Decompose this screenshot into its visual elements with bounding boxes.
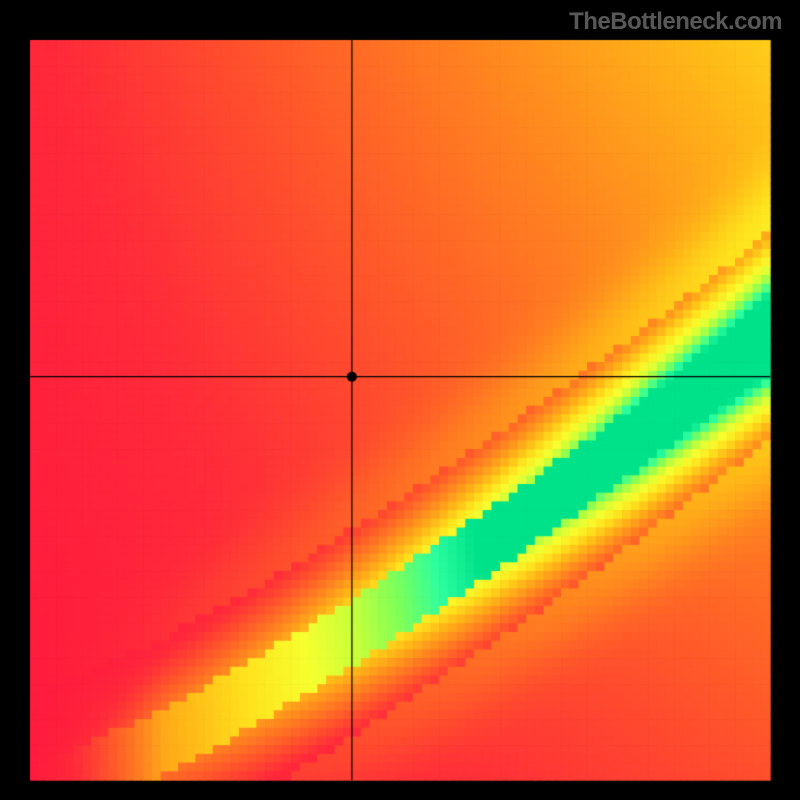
watermark-text: TheBottleneck.com: [569, 8, 782, 36]
figure-container: TheBottleneck.com: [0, 0, 800, 800]
bottleneck-heatmap: [0, 0, 800, 800]
